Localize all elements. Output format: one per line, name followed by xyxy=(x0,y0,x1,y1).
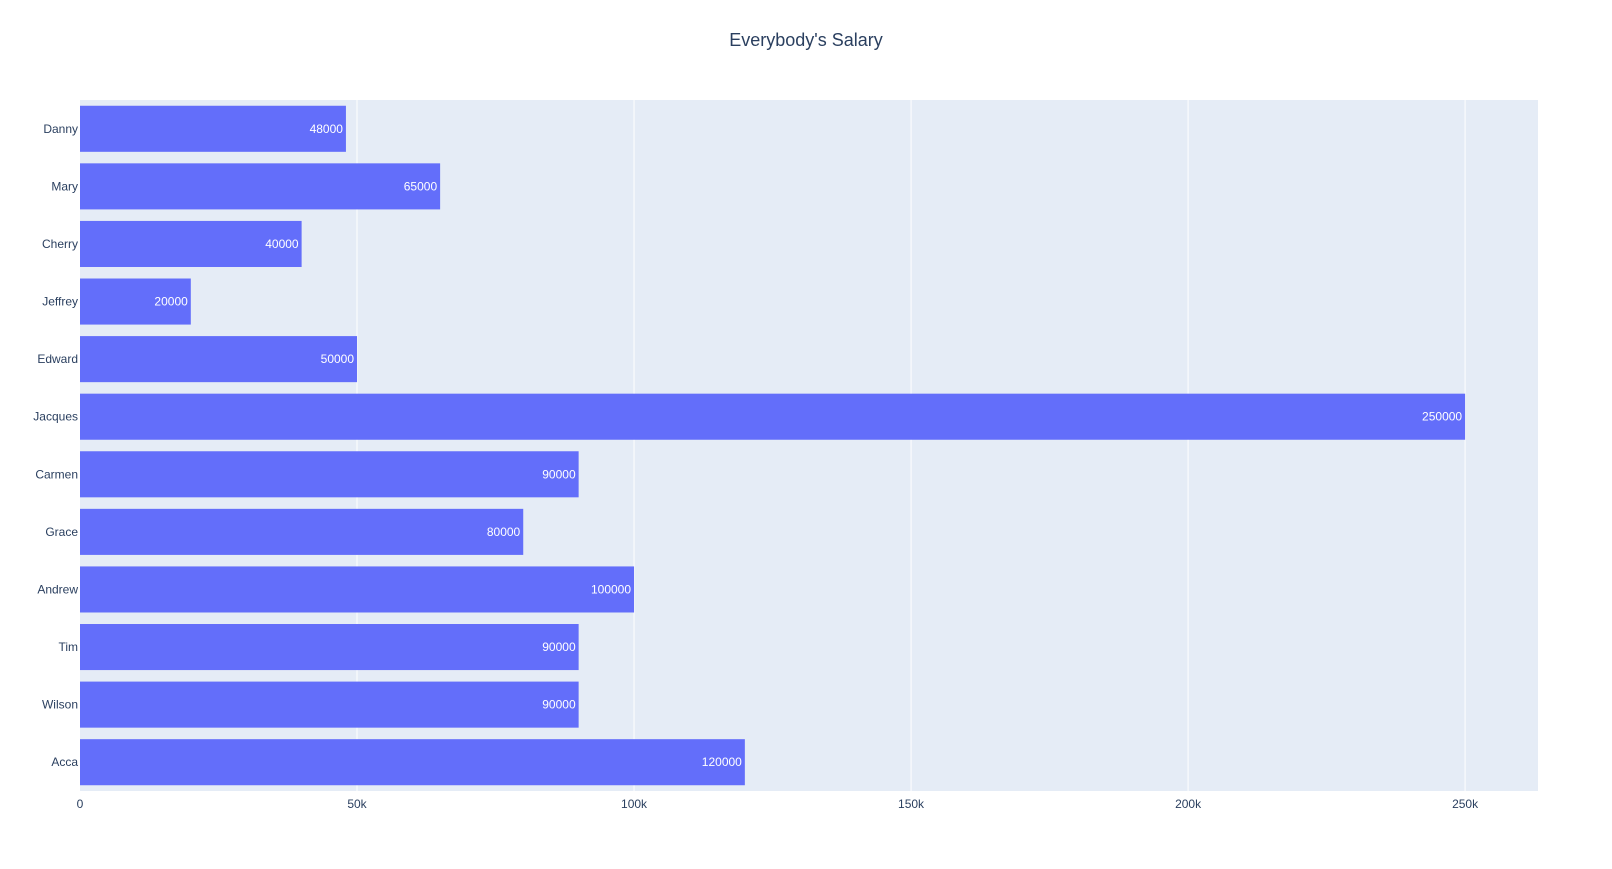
bars xyxy=(80,105,1466,786)
bar-carmen xyxy=(80,451,579,498)
y-tick-label: Mary xyxy=(51,179,78,193)
bar-jacques xyxy=(80,393,1466,440)
bar-edward xyxy=(80,336,358,383)
y-tick-label: Cherry xyxy=(42,237,78,251)
y-axis-tick-labels: Acca Wilson Tim Andrew Grace Carmen Jacques Edw… xyxy=(33,122,78,769)
bar-acca xyxy=(80,739,745,786)
bar-value-label: 90000 xyxy=(542,698,576,712)
chart-title: Everybody's Salary xyxy=(729,30,883,50)
bar-cherry xyxy=(80,220,302,267)
bar-wilson xyxy=(80,681,579,728)
x-tick-label: 0 xyxy=(77,797,84,811)
bar-grace xyxy=(80,508,524,555)
bar-value-label: 80000 xyxy=(487,525,521,539)
bar-value-label: 48000 xyxy=(310,122,344,136)
y-tick-label: Danny xyxy=(43,122,78,136)
y-tick-label: Wilson xyxy=(42,698,78,712)
x-axis-tick-labels: 0 50k 100k 150k 200k 250k xyxy=(77,797,1479,811)
bar-value-label: 120000 xyxy=(702,755,742,769)
y-tick-label: Grace xyxy=(45,525,78,539)
x-tick-label: 250k xyxy=(1452,797,1479,811)
y-tick-label: Edward xyxy=(37,352,78,366)
bar-value-label: 250000 xyxy=(1422,410,1462,424)
x-gridlines xyxy=(356,100,1466,791)
y-tick-label: Jeffrey xyxy=(42,295,78,309)
y-tick-label: Acca xyxy=(51,755,78,769)
bar-value-labels: 120000 90000 90000 100000 80000 90000 250000 50… xyxy=(154,122,1462,769)
bar-danny xyxy=(80,105,346,152)
x-tick-label: 50k xyxy=(347,797,367,811)
x-tick-label: 100k xyxy=(621,797,648,811)
bar-value-label: 20000 xyxy=(154,295,188,309)
y-tick-label: Tim xyxy=(58,640,78,654)
x-tick-label: 200k xyxy=(1175,797,1202,811)
bar-andrew xyxy=(80,566,635,613)
bar-jeffrey xyxy=(80,278,191,325)
y-tick-label: Jacques xyxy=(33,410,78,424)
x-tick-label: 150k xyxy=(898,797,925,811)
bar-tim xyxy=(80,624,579,671)
bar-value-label: 65000 xyxy=(404,179,438,193)
bar-mary xyxy=(80,163,441,210)
bar-value-label: 100000 xyxy=(591,582,631,596)
plot-area xyxy=(80,100,1538,791)
y-tick-label: Andrew xyxy=(37,582,78,596)
bar-value-label: 40000 xyxy=(265,237,299,251)
y-tick-label: Carmen xyxy=(35,467,78,481)
bar-value-label: 90000 xyxy=(542,467,576,481)
bar-value-label: 90000 xyxy=(542,640,576,654)
bar-value-label: 50000 xyxy=(321,352,355,366)
